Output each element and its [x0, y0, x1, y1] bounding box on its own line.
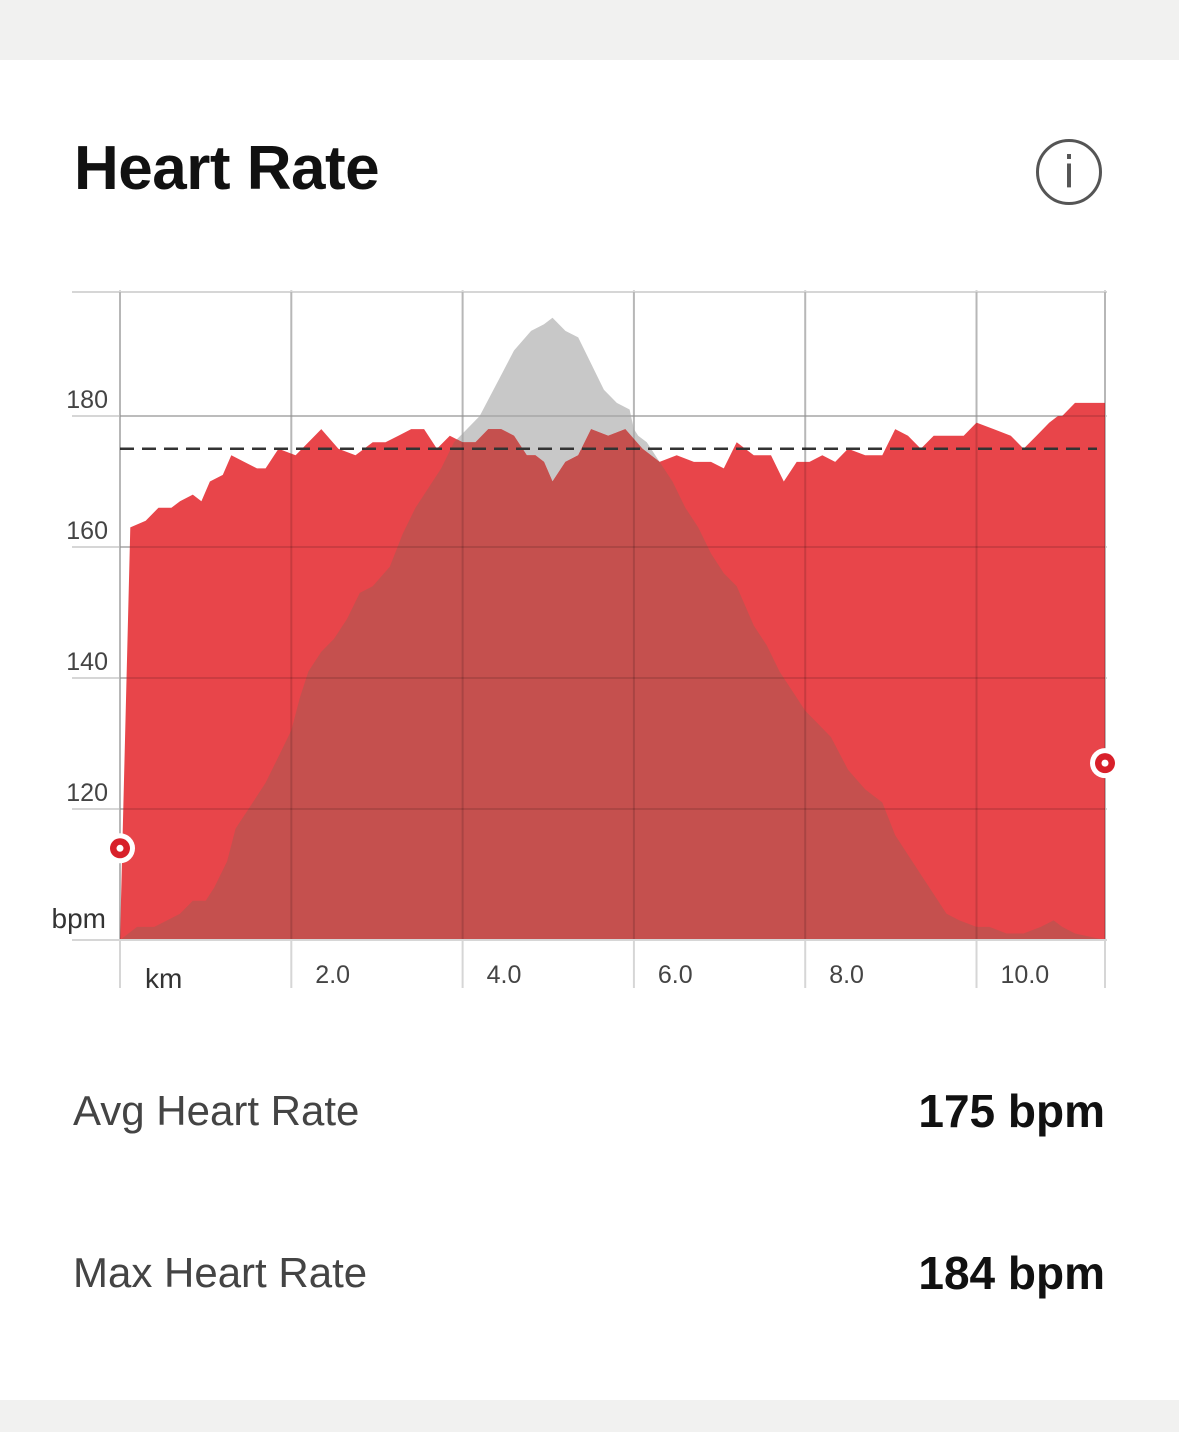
y-tick-label: 180 [66, 386, 108, 414]
marker-center [116, 844, 124, 852]
grid-overlay [119, 292, 1106, 940]
max-heart-rate-value: 184 bpm [918, 1247, 1105, 1299]
x-tick-label: 8.0 [829, 961, 864, 989]
x-tick-label: 2.0 [315, 961, 350, 989]
overlap-area [120, 402, 1105, 940]
avg-heart-rate-value: 175 bpm [918, 1085, 1105, 1137]
card-title: Heart Rate [74, 134, 380, 203]
y-tick-label: 120 [66, 779, 108, 807]
chart-marker[interactable] [105, 833, 135, 864]
avg-heart-rate-label: Avg Heart Rate [73, 1087, 360, 1134]
x-unit-label: km [145, 963, 182, 994]
max-heart-rate-label: Max Heart Rate [73, 1249, 368, 1296]
axis-ticks: 120 140 160 180 2.0 4.0 6.0 8.0 10.0 km bpm [52, 386, 1107, 994]
y-tick-label: 160 [66, 517, 108, 545]
y-unit-label: bpm [52, 903, 106, 934]
y-tick-label: 140 [66, 648, 108, 676]
info-icon[interactable]: i [1036, 139, 1102, 205]
x-tick-label: 10.0 [1001, 961, 1050, 989]
x-tick-label: 4.0 [487, 961, 522, 989]
marker-center [1101, 759, 1109, 767]
chart-markers [105, 748, 1120, 864]
chart-marker[interactable] [1090, 748, 1120, 779]
info-glyph: i [1062, 146, 1076, 198]
x-tick-label: 6.0 [658, 961, 693, 989]
